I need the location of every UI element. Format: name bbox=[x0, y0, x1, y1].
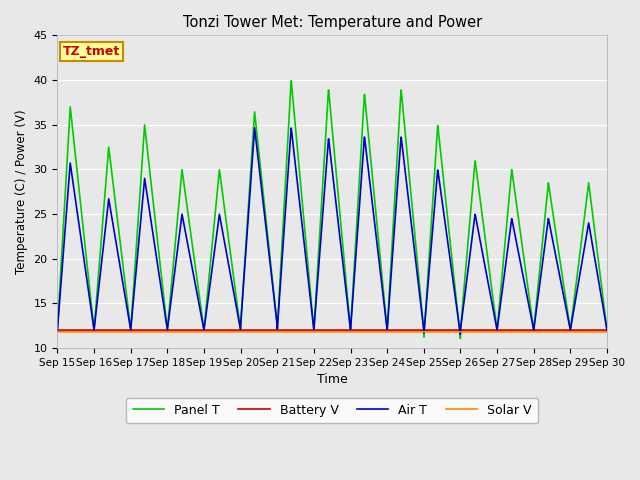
Air T bbox=[264, 245, 272, 251]
Solar V bbox=[288, 329, 296, 335]
Panel T bbox=[534, 290, 541, 296]
Solar V bbox=[593, 329, 600, 335]
Air T bbox=[288, 133, 296, 139]
X-axis label: Time: Time bbox=[317, 373, 348, 386]
Battery V bbox=[149, 327, 157, 333]
Battery V bbox=[116, 327, 124, 333]
Solar V bbox=[533, 329, 541, 335]
Air T bbox=[251, 125, 259, 131]
Solar V bbox=[603, 329, 611, 335]
Title: Tonzi Tower Met: Temperature and Power: Tonzi Tower Met: Temperature and Power bbox=[182, 15, 482, 30]
Line: Panel T: Panel T bbox=[58, 81, 607, 338]
Air T bbox=[54, 327, 61, 333]
Y-axis label: Temperature (C) / Power (V): Temperature (C) / Power (V) bbox=[15, 109, 28, 274]
Panel T bbox=[149, 195, 157, 201]
Battery V bbox=[533, 327, 541, 333]
Panel T bbox=[116, 239, 124, 245]
Air T bbox=[603, 327, 611, 333]
Battery V bbox=[264, 327, 272, 333]
Line: Air T: Air T bbox=[58, 128, 607, 334]
Battery V bbox=[593, 327, 600, 333]
Battery V bbox=[288, 327, 296, 333]
Panel T bbox=[288, 88, 296, 94]
Panel T bbox=[603, 327, 611, 333]
Legend: Panel T, Battery V, Air T, Solar V: Panel T, Battery V, Air T, Solar V bbox=[126, 398, 538, 423]
Panel T bbox=[264, 237, 272, 243]
Air T bbox=[116, 264, 124, 270]
Panel T bbox=[456, 336, 464, 341]
Text: TZ_tmet: TZ_tmet bbox=[63, 45, 120, 58]
Solar V bbox=[264, 329, 272, 335]
Air T bbox=[149, 229, 157, 235]
Battery V bbox=[54, 327, 61, 333]
Air T bbox=[534, 300, 541, 305]
Panel T bbox=[287, 78, 295, 84]
Panel T bbox=[593, 243, 600, 249]
Solar V bbox=[149, 329, 157, 335]
Battery V bbox=[603, 327, 611, 333]
Air T bbox=[593, 266, 600, 272]
Solar V bbox=[116, 329, 124, 335]
Panel T bbox=[54, 327, 61, 333]
Air T bbox=[456, 331, 464, 337]
Solar V bbox=[54, 329, 61, 335]
